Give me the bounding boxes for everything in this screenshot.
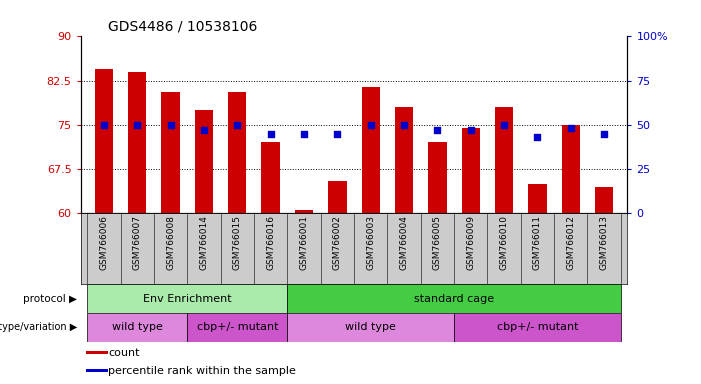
Point	[299, 131, 310, 137]
Text: GSM766009: GSM766009	[466, 215, 475, 270]
Text: GDS4486 / 10538106: GDS4486 / 10538106	[108, 20, 257, 34]
Bar	[595, 187, 613, 213]
Text: GSM766015: GSM766015	[233, 215, 242, 270]
Text: wild type: wild type	[112, 322, 163, 333]
Bar	[261, 142, 280, 213]
Text: GSM766001: GSM766001	[299, 215, 308, 270]
Point	[165, 122, 176, 128]
Bar	[529, 184, 547, 213]
Point	[265, 131, 276, 137]
Text: cbp+/- mutant: cbp+/- mutant	[196, 322, 278, 333]
Bar	[88, 313, 187, 342]
Point	[532, 134, 543, 140]
Bar	[295, 210, 313, 213]
Bar	[454, 313, 620, 342]
Bar	[395, 107, 413, 213]
Bar	[362, 86, 380, 213]
Bar	[161, 93, 179, 213]
Point	[465, 127, 476, 133]
Text: GSM766005: GSM766005	[433, 215, 442, 270]
Point	[232, 122, 243, 128]
Point	[365, 122, 376, 128]
Text: protocol ▶: protocol ▶	[23, 293, 77, 304]
Point	[332, 131, 343, 137]
Bar	[86, 351, 108, 354]
Point	[198, 127, 210, 133]
Text: GSM766004: GSM766004	[400, 215, 409, 270]
Text: GSM766016: GSM766016	[266, 215, 275, 270]
Text: GSM766010: GSM766010	[500, 215, 508, 270]
Text: wild type: wild type	[345, 322, 396, 333]
Bar	[287, 284, 620, 313]
Point	[98, 122, 109, 128]
Bar	[428, 142, 447, 213]
Text: GSM766006: GSM766006	[100, 215, 109, 270]
Text: GSM766003: GSM766003	[366, 215, 375, 270]
Text: GSM766012: GSM766012	[566, 215, 576, 270]
Bar	[88, 284, 287, 313]
Point	[565, 125, 576, 131]
Text: percentile rank within the sample: percentile rank within the sample	[108, 366, 296, 376]
Point	[432, 127, 443, 133]
Point	[132, 122, 143, 128]
Bar	[228, 93, 247, 213]
Bar	[195, 110, 213, 213]
Bar	[86, 369, 108, 372]
Text: GSM766011: GSM766011	[533, 215, 542, 270]
Bar	[495, 107, 513, 213]
Text: genotype/variation ▶: genotype/variation ▶	[0, 322, 77, 333]
Point	[498, 122, 510, 128]
Text: GSM766014: GSM766014	[200, 215, 208, 270]
Bar	[287, 313, 454, 342]
Point	[599, 131, 610, 137]
Text: standard cage: standard cage	[414, 293, 494, 304]
Bar	[461, 128, 480, 213]
Text: GSM766013: GSM766013	[599, 215, 608, 270]
Bar	[328, 181, 346, 213]
Bar	[128, 72, 147, 213]
Bar	[562, 125, 580, 213]
Text: GSM766008: GSM766008	[166, 215, 175, 270]
Text: count: count	[108, 348, 139, 358]
Point	[398, 122, 409, 128]
Bar	[95, 69, 113, 213]
Bar	[187, 313, 287, 342]
Text: GSM766007: GSM766007	[132, 215, 142, 270]
Text: Env Enrichment: Env Enrichment	[143, 293, 231, 304]
Text: cbp+/- mutant: cbp+/- mutant	[496, 322, 578, 333]
Text: GSM766002: GSM766002	[333, 215, 342, 270]
